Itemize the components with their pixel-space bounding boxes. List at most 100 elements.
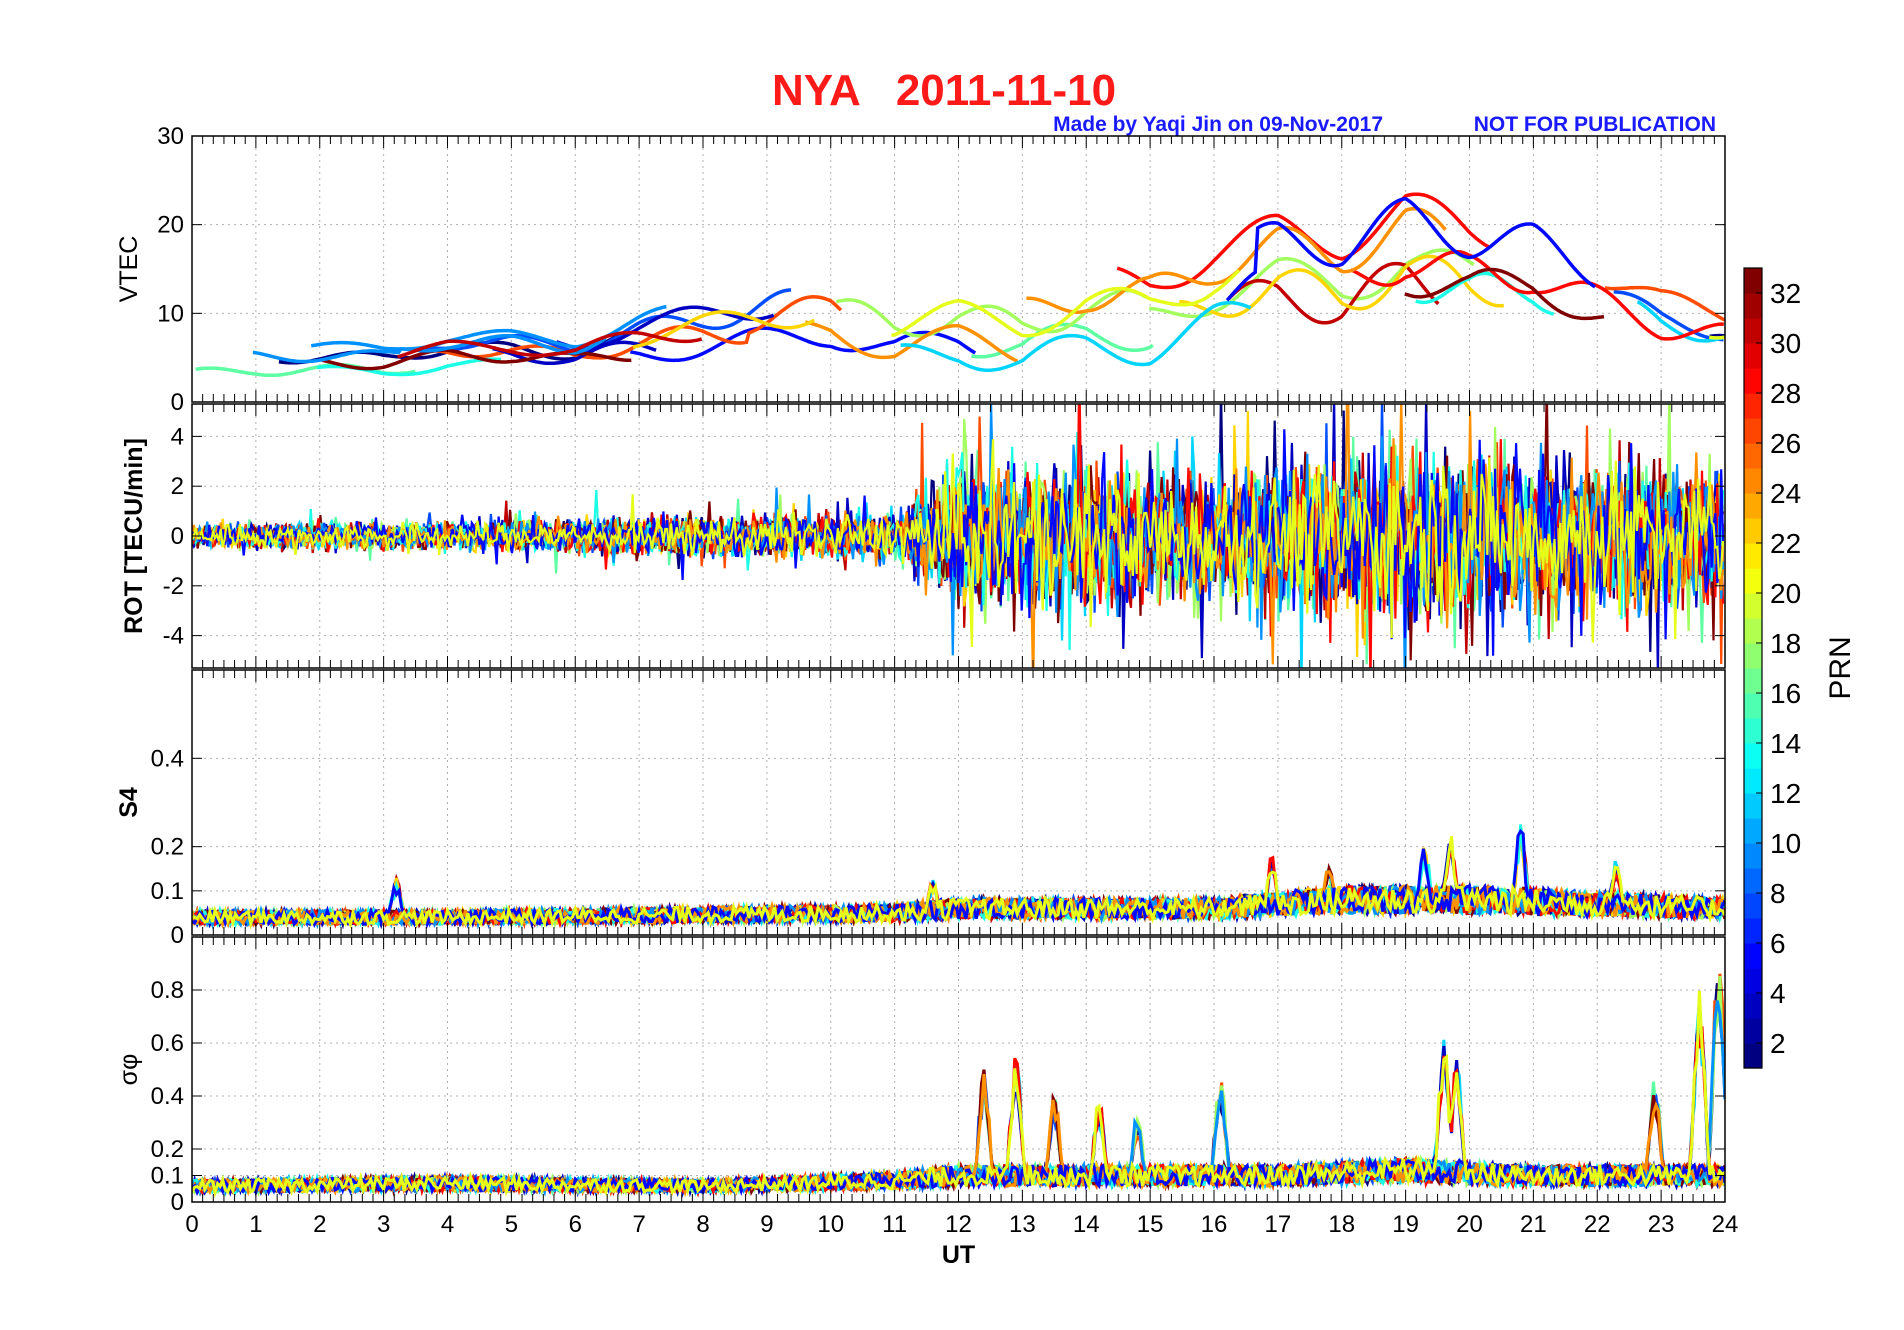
s4-trace (192, 828, 1725, 929)
y-axis-label: σφ (115, 1054, 143, 1086)
colorbar-tick-label: 8 (1770, 878, 1786, 909)
credit-note: Made by Yaqi Jin on 09-Nov-2017 (1053, 113, 1383, 136)
x-tick-label: 21 (1520, 1211, 1547, 1238)
vtec-trace (397, 330, 703, 359)
x-tick-label: 15 (1137, 1211, 1164, 1238)
colorbar-segment (1744, 443, 1762, 469)
x-tick-label: 1 (249, 1211, 262, 1238)
y-tick-label: 0.2 (151, 834, 184, 861)
x-tick-label: 0 (185, 1211, 198, 1238)
panel-1: 0 10 20 30 VTEC (115, 123, 1726, 416)
rot-trace (192, 439, 1725, 647)
colorbar-tick-label: 26 (1770, 428, 1801, 459)
colorbar-segment (1744, 1043, 1762, 1069)
y-tick-label: 0.4 (151, 745, 184, 772)
colorbar-tick-label: 6 (1770, 928, 1786, 959)
colorbar-segment (1744, 393, 1762, 419)
y-tick-label: 0.1 (151, 878, 184, 905)
colorbar-tick-label: 16 (1770, 678, 1801, 709)
x-tick-label: 11 (882, 1211, 907, 1238)
colorbar-segment (1744, 343, 1762, 369)
y-tick-label: -2 (163, 573, 184, 600)
colorbar-segment (1744, 793, 1762, 819)
colorbar-segment (1744, 468, 1762, 494)
colorbar-segment (1744, 1018, 1762, 1044)
colorbar-tick-label: 32 (1770, 278, 1801, 309)
colorbar-tick-label: 20 (1770, 578, 1801, 609)
x-tick-label: 16 (1201, 1211, 1228, 1238)
colorbar-segment (1744, 643, 1762, 669)
vtec-trace (900, 300, 1252, 372)
colorbar-segment (1744, 868, 1762, 894)
colorbar-tick-label: 28 (1770, 378, 1801, 409)
colorbar-segment (1744, 268, 1762, 294)
y-axis-label: VTEC (115, 236, 143, 303)
y-tick-label: 0.8 (151, 977, 184, 1004)
s4-trace (192, 836, 1725, 930)
colorbar-segment (1744, 568, 1762, 594)
panel-3: 0 0.1 0.2 0.4 S4 (115, 669, 1726, 949)
vtec-trace (492, 340, 657, 366)
ticks (191, 404, 1726, 668)
colorbar-segment (1744, 893, 1762, 919)
colorbar-label: PRN (1824, 636, 1857, 699)
colorbar-tick-label: 14 (1770, 728, 1801, 759)
colorbar-tick-label: 18 (1770, 628, 1801, 659)
y-tick-label: 0 (171, 523, 184, 550)
colorbar-segment (1744, 368, 1762, 394)
colorbar-segment (1744, 943, 1762, 969)
y-tick-label: 2 (171, 473, 184, 500)
x-tick-label: 5 (505, 1211, 518, 1238)
y-tick-label: 0 (171, 922, 184, 949)
colorbar-tick-label: 4 (1770, 978, 1786, 1009)
y-tick-label: 4 (171, 423, 184, 450)
colorbar-segment (1744, 418, 1762, 444)
x-tick-label: 14 (1073, 1211, 1100, 1238)
ticks (191, 937, 1726, 1203)
panel-2: -4 -2 0 2 4 ROT [TECU/min] (120, 403, 1726, 669)
x-tick-label: 22 (1584, 1211, 1611, 1238)
grid (191, 135, 1726, 403)
vtec-trace (1613, 290, 1724, 342)
x-tick-label: 4 (441, 1211, 454, 1238)
vtec-trace (1404, 267, 1605, 321)
colorbar-segment (1744, 518, 1762, 544)
x-tick-label: 7 (632, 1211, 645, 1238)
y-tick-label: 0.1 (151, 1163, 184, 1190)
x-tick-label: 12 (945, 1211, 972, 1238)
y-tick-label: 10 (157, 300, 184, 327)
x-tick-label: 17 (1265, 1211, 1292, 1238)
x-axis: 0 1 2 3 4 5 6 7 8 9 10 11 12 13 14 15 16 17 18 19 20 21 22 23 24… (185, 1211, 1738, 1269)
x-tick-label: 19 (1392, 1211, 1419, 1238)
colorbar-segment (1744, 768, 1762, 794)
colorbar-segment (1744, 668, 1762, 694)
vtec-trace (835, 288, 1147, 338)
colorbar-segment (1744, 968, 1762, 994)
ticks (191, 135, 1726, 403)
vtec-trace (1604, 285, 1725, 322)
colorbar-segment (1744, 993, 1762, 1019)
x-tick-label: 13 (1009, 1211, 1036, 1238)
colorbar-segment (1744, 293, 1762, 319)
colorbar-segment (1744, 693, 1762, 719)
ticks (191, 670, 1726, 936)
y-axis-label: ROT [TECU/min] (120, 438, 148, 634)
traces (192, 824, 1725, 930)
x-tick-label: 2 (313, 1211, 326, 1238)
colorbar-segment (1744, 918, 1762, 944)
colorbar-segment (1744, 543, 1762, 569)
y-tick-label: 0.4 (151, 1083, 184, 1110)
y-tick-label: 0.2 (151, 1136, 184, 1163)
x-tick-label: 9 (760, 1211, 773, 1238)
colorbar-tick-label: 2 (1770, 1028, 1786, 1059)
vtec-trace (1179, 254, 1504, 318)
x-tick-label: 8 (696, 1211, 709, 1238)
x-tick-label: 18 (1328, 1211, 1355, 1238)
sigma-phi-trace (192, 990, 1725, 1199)
traces (192, 404, 1725, 668)
x-tick-label: 6 (569, 1211, 582, 1238)
colorbar-segment (1744, 618, 1762, 644)
